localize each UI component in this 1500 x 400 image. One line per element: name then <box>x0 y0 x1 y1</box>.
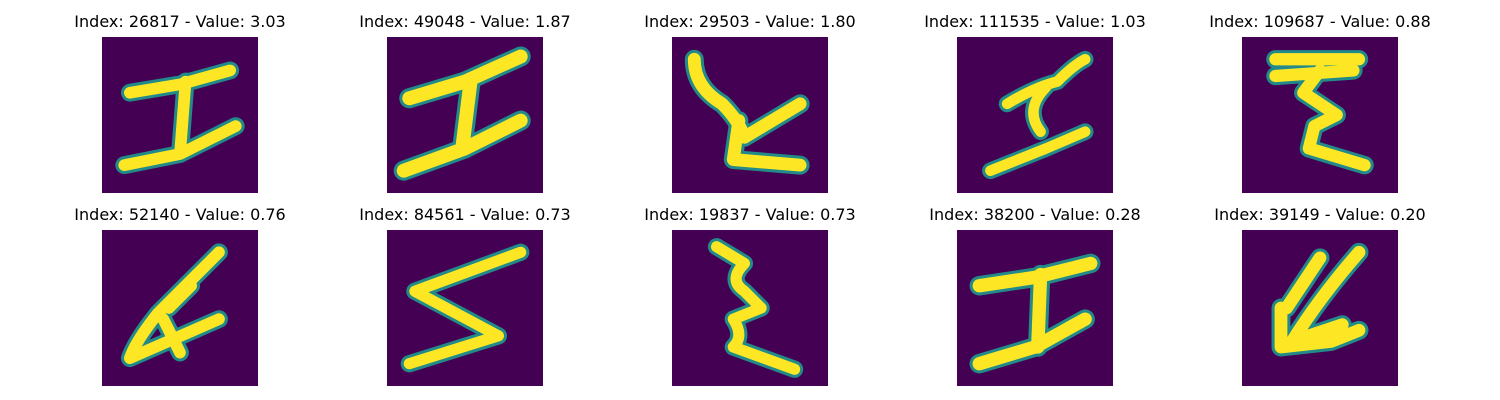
glyph-image <box>120 243 228 368</box>
panel-title: Index: 52140 - Value: 0.76 <box>74 205 286 224</box>
sample-panel-8: Index: 19837 - Value: 0.73 <box>630 205 870 395</box>
sample-panel-5: Index: 109687 - Value: 0.88 <box>1200 12 1440 202</box>
sample-image <box>102 37 258 193</box>
glyph-image <box>707 238 804 378</box>
sample-image <box>957 230 1113 386</box>
panel-title: Index: 111535 - Value: 1.03 <box>924 12 1146 31</box>
sample-image <box>672 230 828 386</box>
sample-image <box>672 37 828 193</box>
sample-image <box>387 37 543 193</box>
glyph-image <box>1271 242 1369 357</box>
sample-image <box>957 37 1113 193</box>
sample-image <box>1242 230 1398 386</box>
glyph-image <box>982 50 1094 180</box>
panel-title: Index: 109687 - Value: 0.88 <box>1209 12 1431 31</box>
sample-panel-9: Index: 38200 - Value: 0.28 <box>915 205 1155 395</box>
panel-title: Index: 19837 - Value: 0.73 <box>644 205 856 224</box>
panel-title: Index: 38200 - Value: 0.28 <box>929 205 1141 224</box>
sample-panel-6: Index: 52140 - Value: 0.76 <box>60 205 300 395</box>
panel-title: Index: 39149 - Value: 0.20 <box>1214 205 1426 224</box>
panel-title: Index: 49048 - Value: 1.87 <box>359 12 571 31</box>
sample-panel-1: Index: 26817 - Value: 3.03 <box>60 12 300 202</box>
sample-panel-4: Index: 111535 - Value: 1.03 <box>915 12 1155 202</box>
panel-title: Index: 29503 - Value: 1.80 <box>644 12 856 31</box>
sample-panel-3: Index: 29503 - Value: 1.80 <box>630 12 870 202</box>
glyph-image <box>684 49 810 175</box>
sample-panel-2: Index: 49048 - Value: 1.87 <box>345 12 585 202</box>
glyph-image <box>400 243 530 373</box>
glyph-image <box>115 61 245 175</box>
glyph-image <box>969 253 1101 374</box>
glyph-image <box>1266 50 1374 175</box>
glyph-image <box>393 46 531 181</box>
panel-title: Index: 26817 - Value: 3.03 <box>74 12 286 31</box>
sample-panel-10: Index: 39149 - Value: 0.20 <box>1200 205 1440 395</box>
panel-title: Index: 84561 - Value: 0.73 <box>359 205 571 224</box>
sample-image <box>102 230 258 386</box>
sample-panel-7: Index: 84561 - Value: 0.73 <box>345 205 585 395</box>
sample-image <box>1242 37 1398 193</box>
sample-image <box>387 230 543 386</box>
